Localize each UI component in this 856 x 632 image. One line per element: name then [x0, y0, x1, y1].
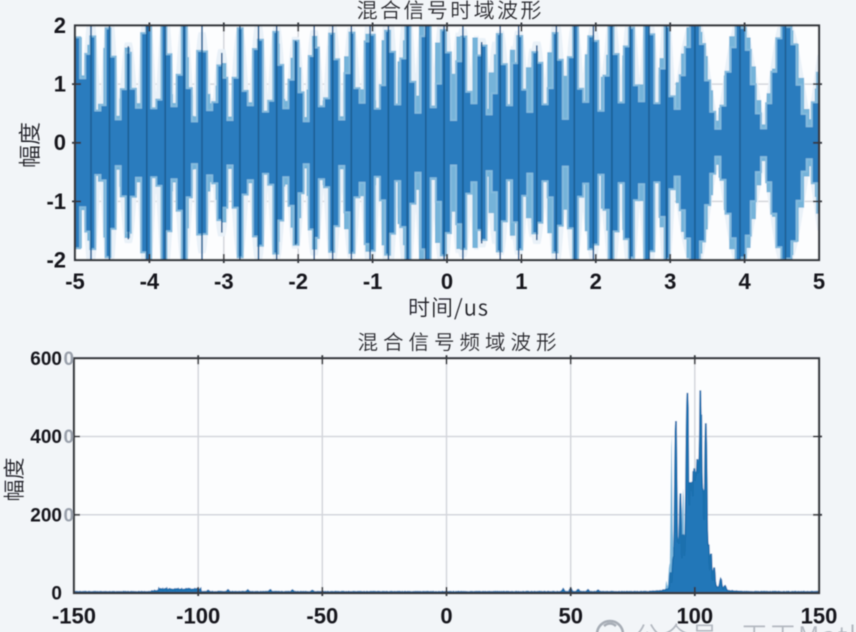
svg-text:5: 5	[813, 269, 825, 294]
svg-text:2: 2	[54, 13, 66, 38]
svg-text:600: 600	[30, 349, 62, 370]
svg-text:0: 0	[64, 505, 75, 526]
svg-text:-2: -2	[288, 269, 308, 294]
svg-text:400: 400	[30, 427, 62, 448]
svg-text:-3: -3	[214, 269, 234, 294]
svg-text:-5: -5	[65, 269, 85, 294]
svg-text:0: 0	[64, 349, 75, 370]
svg-text:200: 200	[30, 505, 62, 526]
svg-text:50: 50	[558, 604, 582, 629]
svg-text:1: 1	[54, 72, 66, 97]
svg-text:0: 0	[441, 269, 453, 294]
svg-text:0: 0	[64, 427, 75, 448]
svg-text:-1: -1	[363, 269, 383, 294]
svg-text:2: 2	[590, 269, 602, 294]
svg-text:-100: -100	[176, 604, 220, 629]
svg-text:-1: -1	[46, 189, 66, 214]
svg-text:0: 0	[54, 130, 66, 155]
svg-text:4: 4	[738, 269, 751, 294]
svg-text:100: 100	[676, 604, 713, 629]
svg-text:0: 0	[51, 584, 62, 605]
svg-text:-2: -2	[46, 248, 66, 273]
svg-text:3: 3	[664, 269, 676, 294]
svg-text:1: 1	[515, 269, 527, 294]
svg-text:150: 150	[801, 604, 838, 629]
svg-text:0: 0	[440, 604, 452, 629]
svg-text:-4: -4	[140, 269, 160, 294]
svg-text:-50: -50	[306, 604, 338, 629]
svg-text:-150: -150	[52, 604, 96, 629]
